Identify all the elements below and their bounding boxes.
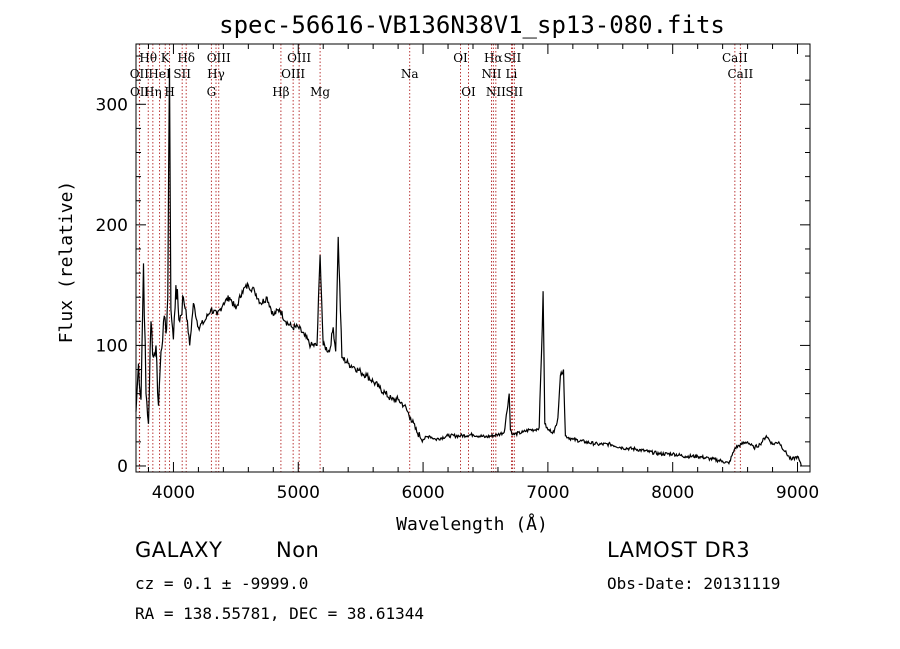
- line-label: G: [207, 85, 217, 99]
- line-label: OII: [130, 85, 150, 99]
- line-label: OI: [461, 85, 476, 99]
- line-label: Li: [506, 67, 518, 81]
- line-label: NII: [486, 85, 506, 99]
- line-label: K: [161, 51, 171, 65]
- line-label: Na: [401, 67, 419, 81]
- line-label: OII: [130, 67, 150, 81]
- object-subclass: Non: [276, 538, 320, 562]
- plot-frame: [135, 43, 811, 473]
- line-label: Mg: [310, 85, 330, 99]
- line-label: OIII: [287, 51, 311, 65]
- line-label: Hγ: [207, 67, 225, 81]
- line-label: Hα: [484, 51, 503, 65]
- x-tick-label: 7000: [526, 483, 569, 503]
- line-label: CaII: [722, 51, 748, 65]
- line-label: Hδ: [177, 51, 195, 65]
- x-tick-label: 5000: [277, 483, 320, 503]
- line-label: SII: [173, 67, 191, 81]
- x-tick-label: 4000: [152, 483, 195, 503]
- spectrum-line: [135, 68, 802, 467]
- x-tick-label: 6000: [401, 483, 444, 503]
- line-label: HeI: [148, 67, 171, 81]
- chart-title: spec-56616-VB136N38V1_sp13-080.fits: [219, 11, 725, 39]
- x-tick-label: 9000: [776, 483, 819, 503]
- y-tick-label: 0: [117, 457, 128, 477]
- y-tick-label: 200: [96, 216, 128, 236]
- line-label: NII: [481, 67, 501, 81]
- y-tick-label: 100: [96, 336, 128, 356]
- line-label: Hη: [144, 85, 162, 99]
- line-label: Hθ: [139, 51, 157, 65]
- survey-name: LAMOST DR3: [607, 538, 751, 562]
- x-tick-label: 8000: [651, 483, 694, 503]
- y-axis-label: Flux (relative): [56, 181, 77, 344]
- line-label: SII: [505, 85, 523, 99]
- line-label: OIII: [281, 67, 305, 81]
- line-label: CaII: [727, 67, 753, 81]
- coordinates: RA = 138.55781, DEC = 38.61344: [135, 604, 424, 623]
- line-label: Hβ: [272, 85, 289, 99]
- observation-date: Obs-Date: 20131119: [607, 574, 781, 593]
- y-tick-label: 300: [96, 95, 128, 115]
- object-class: GALAXY: [135, 538, 223, 562]
- x-axis-label: Wavelength (Å): [396, 513, 548, 535]
- redshift-value: cz = 0.1 ± -9999.0: [135, 574, 309, 593]
- line-label: OI: [453, 51, 468, 65]
- line-label: SII: [504, 51, 522, 65]
- line-label: OIII: [207, 51, 231, 65]
